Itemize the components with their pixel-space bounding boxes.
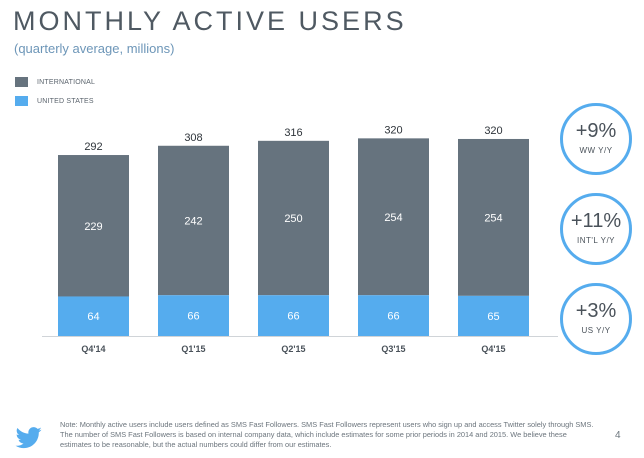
data-label-total: 316 (284, 127, 302, 139)
twitter-bird-icon (15, 427, 42, 449)
page-title: MONTHLY ACTIVE USERS (13, 6, 407, 36)
x-tick-label: Q3'15 (381, 344, 405, 354)
data-label-international: 254 (484, 212, 502, 224)
x-tick-label: Q2'15 (281, 344, 305, 354)
data-label-united-states: 66 (387, 311, 399, 323)
growth-circle-ww: +9% WW Y/Y (560, 103, 632, 175)
data-label-united-states: 65 (487, 311, 499, 323)
data-label-international: 242 (184, 216, 202, 228)
legend-swatch-international (15, 77, 28, 87)
legend-label-united-states: UNITED STATES (37, 97, 94, 105)
bar-international (258, 140, 329, 296)
data-label-united-states: 66 (187, 311, 199, 323)
bar-united-states (258, 295, 329, 336)
legend-swatch-united-states (15, 96, 28, 106)
footnote: Note: Monthly active users include users… (60, 420, 594, 449)
stacked-bar-chart: 229 64 292 Q4'14 242 66 308 Q1'15 250 66 316 Q2'15 2… (42, 124, 558, 354)
page-subtitle: (quarterly average, millions) (14, 41, 175, 56)
page-number: 4 (615, 430, 621, 441)
x-tick-label: Q4'14 (81, 344, 105, 354)
growth-label-ww: WW Y/Y (579, 146, 613, 155)
growth-value-ww: +9% (575, 120, 617, 142)
data-label-international: 250 (284, 213, 302, 225)
growth-circle-intl: +11% INT'L Y/Y (560, 193, 632, 265)
bar-united-states (358, 295, 429, 336)
bar-international (458, 138, 529, 296)
bar-international (158, 145, 229, 296)
growth-label-intl: INT'L Y/Y (576, 236, 616, 245)
data-label-international: 229 (84, 221, 102, 233)
growth-value-intl: +11% (570, 210, 622, 232)
data-label-united-states: 66 (287, 311, 299, 323)
data-label-international: 254 (384, 212, 402, 224)
growth-value-us: +3% (575, 300, 617, 322)
data-label-total: 308 (184, 132, 202, 144)
data-label-total: 320 (384, 124, 402, 136)
legend-item-united-states: UNITED STATES (15, 96, 94, 106)
legend-label-international: INTERNATIONAL (37, 78, 96, 86)
data-label-total: 292 (84, 141, 102, 153)
bar-international (58, 155, 129, 297)
bar-international (358, 138, 429, 296)
x-tick-label: Q1'15 (181, 344, 205, 354)
bar-united-states (158, 295, 229, 336)
data-label-total: 320 (484, 125, 502, 137)
x-tick-label: Q4'15 (481, 344, 505, 354)
growth-circle-us: +3% US Y/Y (560, 283, 632, 355)
bar-united-states (458, 295, 529, 336)
bar-united-states (58, 296, 129, 336)
growth-label-us: US Y/Y (581, 326, 611, 335)
data-label-united-states: 64 (87, 311, 99, 323)
legend-item-international: INTERNATIONAL (15, 77, 95, 87)
